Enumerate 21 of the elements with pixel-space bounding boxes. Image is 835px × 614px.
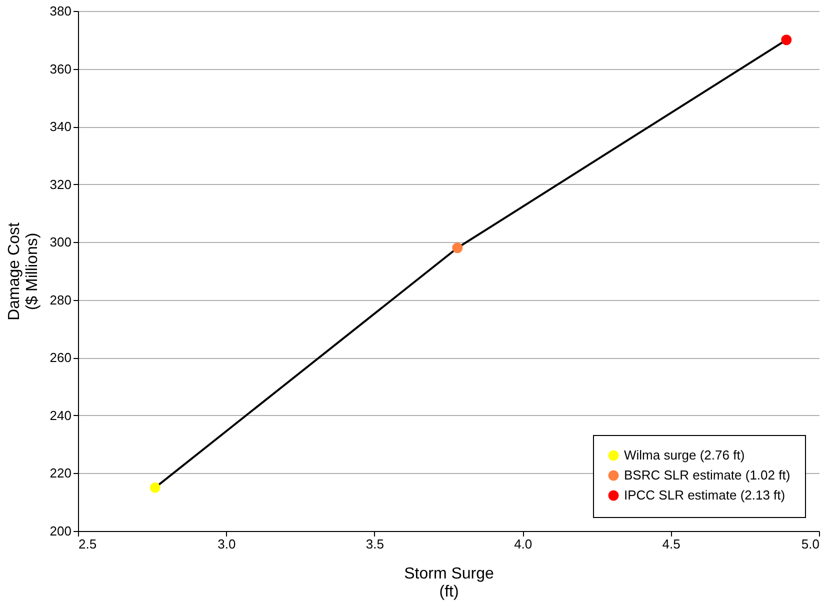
legend-label: IPCC SLR estimate (2.13 ft) bbox=[624, 488, 786, 502]
y-tick-label: 280 bbox=[50, 292, 72, 308]
x-tick-label: 5.0 bbox=[801, 536, 820, 552]
legend-label: BSRC SLR estimate (1.02 ft) bbox=[624, 468, 790, 482]
x-tick-label: 2.5 bbox=[78, 536, 97, 552]
x-tick-label: 4.0 bbox=[514, 536, 532, 552]
y-tick-label: 260 bbox=[50, 350, 72, 366]
y-axis-title: Damage Cost ($ Millions) bbox=[6, 222, 41, 320]
y-tick-label: 300 bbox=[50, 234, 72, 250]
x-axis-title: Storm Surge (ft) bbox=[404, 566, 494, 600]
y-tick-label: 320 bbox=[50, 176, 72, 192]
x-tick-label: 4.5 bbox=[662, 536, 680, 552]
y-tick-label: 340 bbox=[50, 119, 72, 134]
y-tick-label: 200 bbox=[50, 524, 72, 538]
y-tick-label: 380 bbox=[50, 4, 72, 18]
y-tick-label: 240 bbox=[50, 408, 72, 423]
y-tick-label: 360 bbox=[50, 61, 72, 76]
x-tick-label: 3.5 bbox=[366, 536, 384, 552]
x-tick-label: 3.0 bbox=[218, 536, 236, 552]
y-tick-label: 220 bbox=[50, 466, 72, 481]
legend-label: Wilma surge (2.76 ft) bbox=[624, 448, 745, 462]
